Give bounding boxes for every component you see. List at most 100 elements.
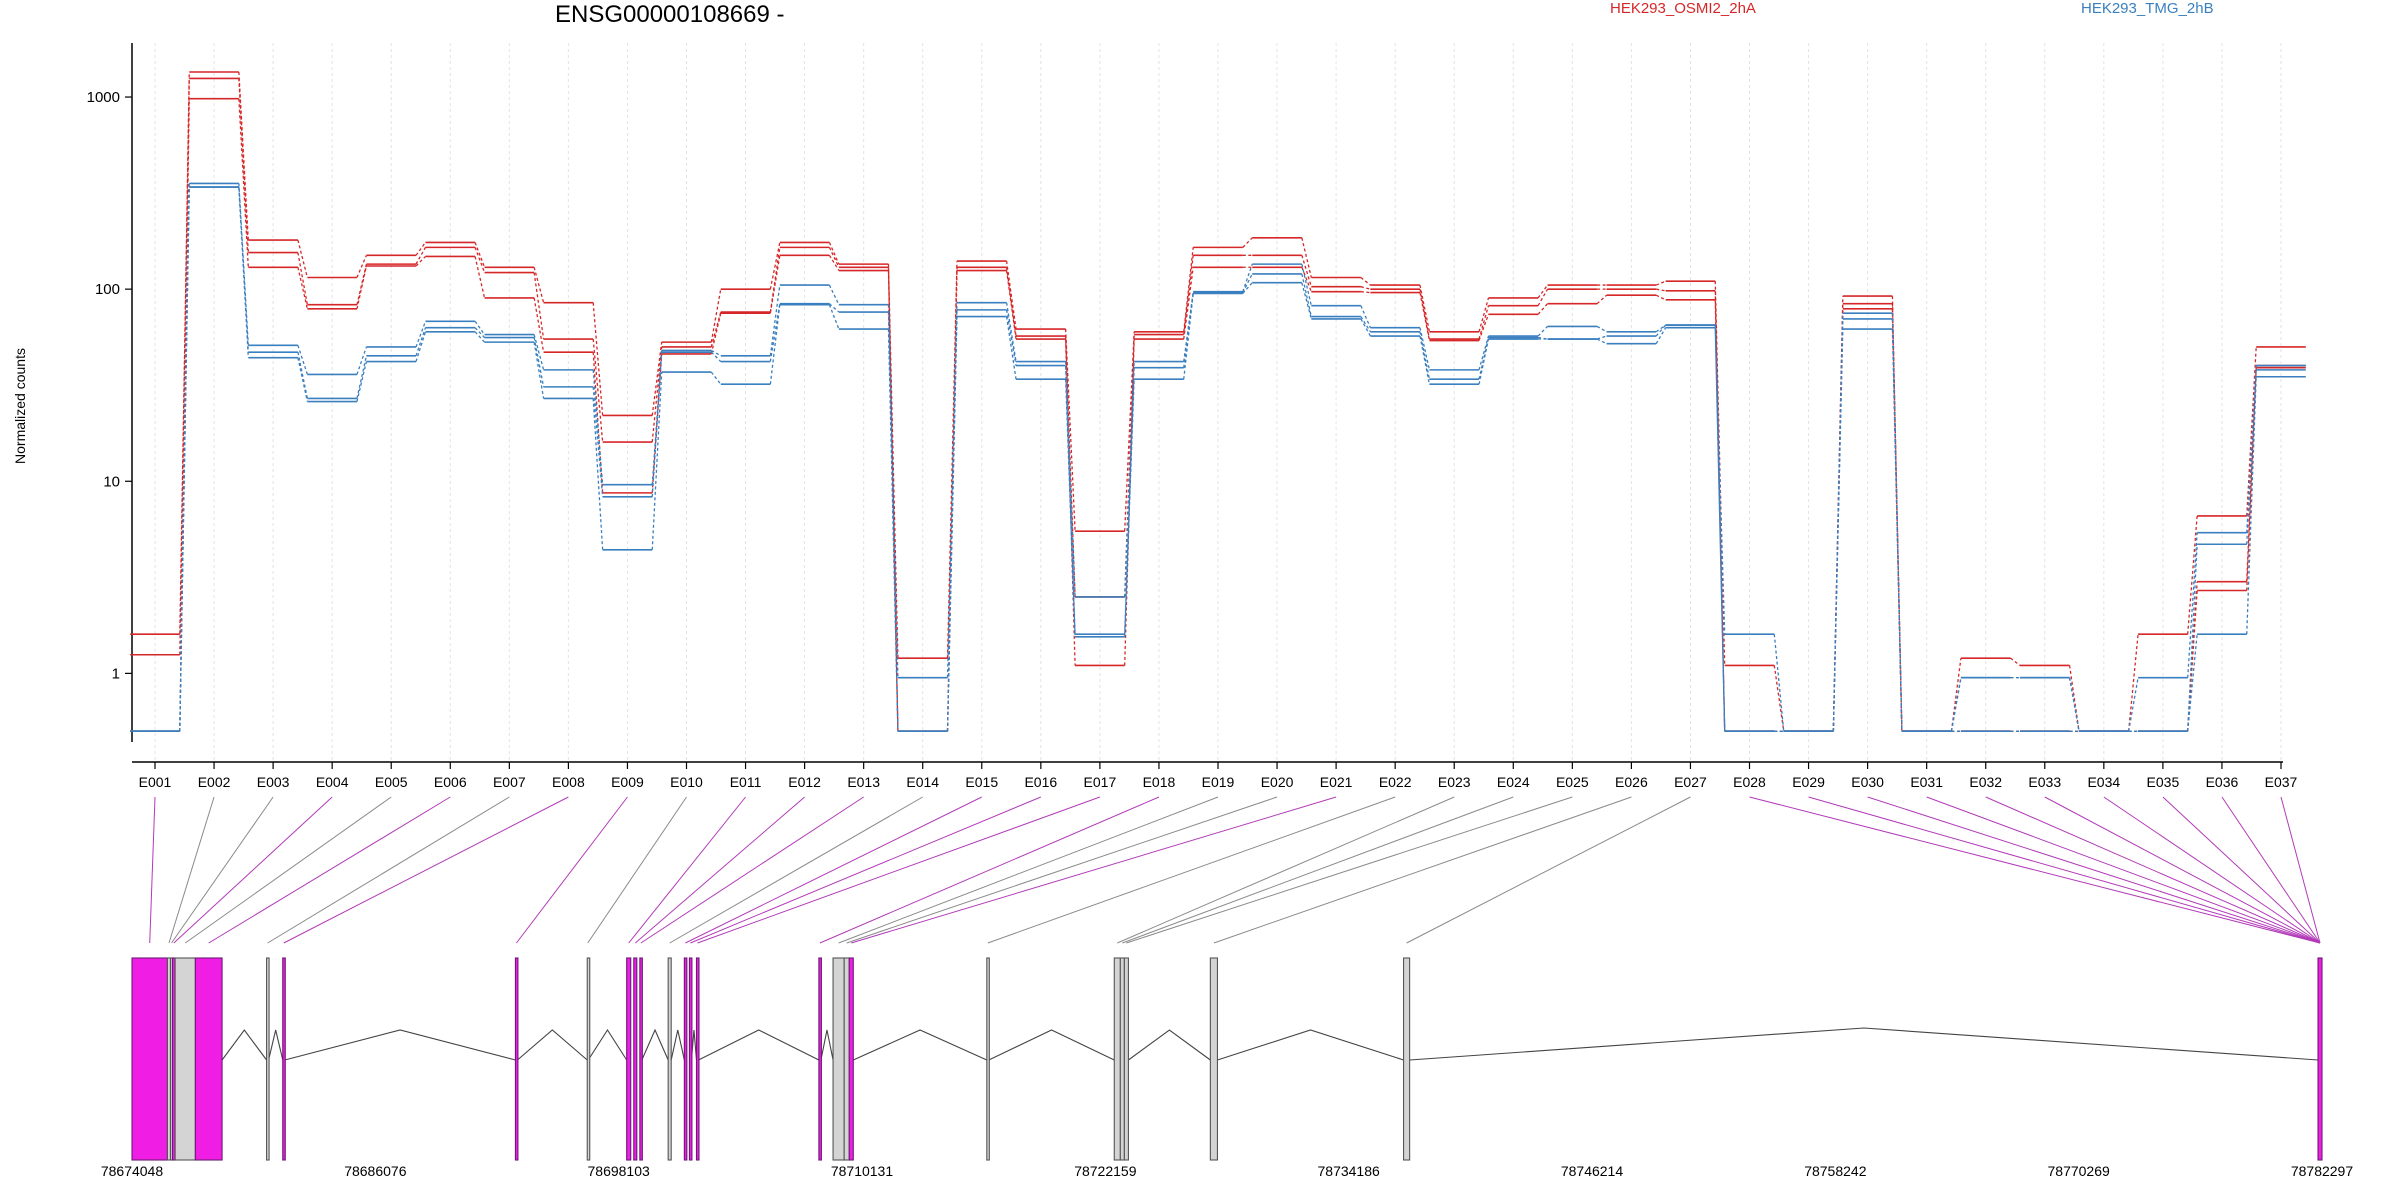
series-connector (1891, 329, 1903, 732)
series-connector (1596, 335, 1607, 340)
exon-block (626, 957, 632, 1161)
coordinate-label: 78770269 (2048, 1163, 2111, 1179)
series-connector (1419, 284, 1431, 332)
exon-block (683, 957, 688, 1161)
series-connector (710, 289, 722, 343)
x-tick-label: E001 (139, 774, 172, 790)
series-connector (1950, 677, 1962, 732)
exon-connector (819, 796, 1160, 944)
series-connector (946, 316, 958, 732)
exon-connector (283, 796, 569, 944)
series-connector (592, 369, 604, 485)
exon-connector (1808, 796, 2321, 944)
coordinate-label: 78746214 (1561, 1163, 1624, 1179)
series-connector (1301, 263, 1312, 306)
series-connector (297, 352, 309, 399)
exon-connector (838, 796, 1219, 944)
series-connector (710, 313, 722, 355)
exon-block (848, 957, 854, 1161)
exon-block (667, 957, 672, 1161)
series-connector (1832, 329, 1844, 732)
grid-lines (154, 43, 2282, 762)
series-connector (1005, 302, 1017, 362)
coordinate-label: 78698103 (588, 1163, 651, 1179)
exon-connector (690, 796, 1042, 944)
series-connector (651, 353, 663, 493)
series-connector (1478, 338, 1490, 385)
x-tick-label: E031 (1910, 774, 1943, 790)
series-connector (2246, 367, 2257, 591)
exon-block (131, 957, 168, 1161)
series-connector (1124, 379, 1135, 637)
exon-block (633, 957, 638, 1161)
intron-line (853, 1029, 988, 1061)
exon-connector (1126, 796, 1573, 944)
series-connector (592, 386, 604, 497)
series-connector (1773, 634, 1785, 732)
intron-line (1128, 1029, 1211, 1061)
series-connector (1655, 324, 1667, 333)
series-connector (592, 338, 604, 443)
x-tick-label: E035 (2147, 774, 2180, 790)
exon-connector (2103, 796, 2321, 944)
series-connector (1537, 325, 1548, 337)
series-connector (179, 187, 190, 732)
series-connector (769, 247, 781, 313)
series-connector (1005, 270, 1017, 340)
exon-connector (173, 796, 333, 944)
series-connector (179, 78, 190, 635)
x-tick-label: E005 (375, 774, 408, 790)
y-tick-label: 100 (95, 281, 120, 298)
series-connector (769, 242, 781, 290)
x-tick-label: E023 (1438, 774, 1471, 790)
series-connector (710, 371, 722, 385)
series-connector (415, 242, 426, 256)
exon-connector (516, 796, 628, 944)
series-connector (356, 361, 368, 402)
series-connector (1656, 288, 1666, 292)
series-connector (356, 265, 368, 309)
intron-line (641, 1028, 669, 1061)
series-connector (1714, 327, 1726, 732)
series-connector (1183, 255, 1194, 335)
exon-connector (149, 796, 156, 944)
series-connector (238, 78, 249, 253)
exon-connector (184, 796, 392, 944)
series-connector (297, 267, 308, 309)
x-tick-label: E006 (434, 774, 467, 790)
series-connector (2127, 677, 2139, 732)
coordinate-label: 78734186 (1318, 1163, 1381, 1179)
series-connector (1242, 273, 1253, 293)
legend-osmi2: HEK293_OSMI2_2hA (1610, 0, 1756, 17)
exon-block (2317, 957, 2323, 1161)
series-connector (1419, 327, 1431, 371)
x-tick-label: E033 (2028, 774, 2061, 790)
series-connector (592, 302, 604, 416)
series-connector (2068, 665, 2080, 732)
exon-block (832, 957, 845, 1161)
x-tick-label: E009 (611, 774, 644, 790)
exon-connector (987, 796, 1396, 944)
exon-connector (208, 796, 451, 944)
series-connector (1478, 305, 1490, 340)
series-layer (130, 71, 2306, 733)
series-connector (415, 321, 427, 348)
series-connector (1183, 267, 1194, 340)
series-connector (1005, 309, 1017, 366)
series-connector (828, 284, 840, 305)
series-connector (710, 311, 722, 348)
exon-connector (1926, 796, 2321, 944)
series-connector (1714, 325, 1726, 732)
x-tick-label: E008 (552, 774, 585, 790)
series-connector (474, 320, 486, 335)
exon-block (688, 957, 693, 1161)
series-connector (2246, 369, 2257, 545)
series-connector (1242, 263, 1253, 292)
series-connector (1655, 324, 1667, 337)
series-connector (356, 346, 368, 375)
series-connector (1124, 361, 1135, 597)
exon-connector (1867, 796, 2321, 944)
exon-block (1209, 957, 1218, 1161)
series-connector (533, 297, 545, 353)
